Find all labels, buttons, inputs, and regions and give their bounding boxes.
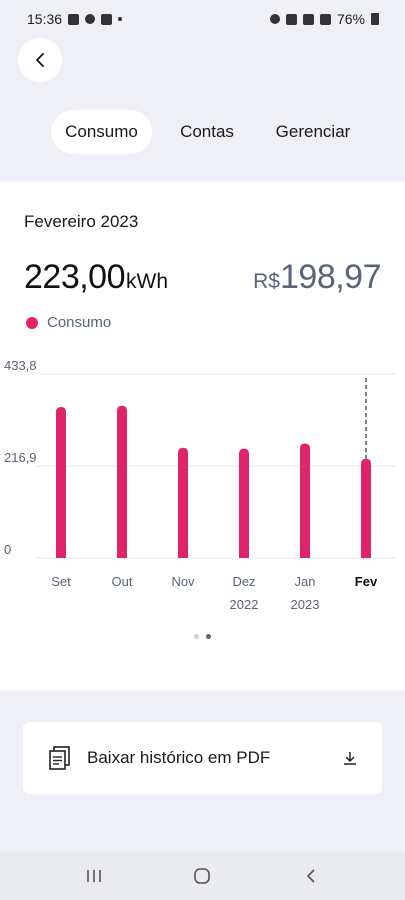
home-button[interactable] bbox=[177, 856, 227, 896]
bar-jan bbox=[300, 443, 310, 558]
battery-percent: 76% bbox=[336, 11, 365, 27]
x-tick-year: 2022 bbox=[230, 597, 259, 612]
legend-dot bbox=[26, 316, 38, 329]
status-left: 15:36 bbox=[27, 11, 123, 27]
x-tick-label: Fev bbox=[355, 574, 378, 589]
recent-apps-icon bbox=[87, 870, 101, 882]
x-tick-label: Jan bbox=[295, 574, 316, 589]
period-title: Fevereiro 2023 bbox=[24, 212, 139, 231]
bar-out bbox=[117, 405, 127, 558]
battery-icon bbox=[371, 13, 379, 25]
signal-icon bbox=[319, 13, 331, 25]
kwh-value: 223,00 bbox=[24, 258, 126, 296]
kwh-total: 223,00 kWh bbox=[24, 258, 168, 297]
x-tick-label: Out bbox=[112, 574, 133, 589]
download-pdf-label: Baixar histórico em PDF bbox=[87, 748, 271, 767]
tab-gerenciar[interactable]: Gerenciar bbox=[262, 110, 364, 154]
x-tick-label: Set bbox=[51, 574, 71, 589]
wifi-icon bbox=[302, 13, 314, 25]
x-tick-year: 2023 bbox=[291, 597, 320, 612]
more-notifications-icon bbox=[118, 17, 123, 21]
kwh-unit: kWh bbox=[126, 270, 168, 293]
documents-icon bbox=[49, 746, 70, 770]
tab-bar: Consumo Contas Gerenciar bbox=[0, 110, 405, 154]
chart-pager bbox=[0, 634, 405, 639]
pager-dot[interactable] bbox=[194, 634, 199, 639]
y-tick-label: 433,8 bbox=[4, 358, 37, 373]
gallery-notification-icon bbox=[68, 13, 80, 25]
download-pdf-button[interactable]: Baixar histórico em PDF bbox=[23, 722, 382, 794]
back-arrow-icon bbox=[306, 869, 315, 883]
x-tick-label: Dez bbox=[232, 574, 255, 589]
tab-contas[interactable]: Contas bbox=[168, 110, 246, 154]
status-bar: 15:36 76% bbox=[0, 0, 405, 38]
bar-fev bbox=[361, 458, 371, 558]
cost-total: R$ 198,97 bbox=[253, 258, 381, 297]
back-button[interactable] bbox=[18, 38, 62, 82]
consumption-chart: 433,8 216,9 0 Set Out Nov Dez 2022 Jan 2023 Fev bbox=[4, 358, 396, 612]
system-back-button[interactable] bbox=[286, 856, 336, 896]
message-notification-icon bbox=[101, 13, 113, 25]
bar-nov bbox=[178, 447, 188, 558]
download-icon bbox=[344, 752, 356, 765]
bluetooth-icon bbox=[285, 13, 297, 25]
system-nav-bar bbox=[0, 852, 405, 900]
x-tick-label: Nov bbox=[171, 574, 195, 589]
alarm-icon bbox=[269, 14, 280, 24]
consumption-card: Fevereiro 2023 223,00 kWh R$ 198,97 Cons… bbox=[0, 182, 405, 690]
home-icon bbox=[194, 868, 211, 884]
recent-apps-button[interactable] bbox=[69, 856, 119, 896]
y-tick-label: 0 bbox=[4, 542, 11, 557]
cost-currency: R$ bbox=[253, 270, 280, 293]
legend-label: Consumo bbox=[47, 314, 112, 331]
chevron-left-icon bbox=[36, 53, 44, 67]
status-time: 15:36 bbox=[27, 11, 63, 27]
y-tick-label: 216,9 bbox=[4, 450, 37, 465]
bar-set bbox=[56, 406, 66, 558]
app-notification-icon bbox=[85, 14, 96, 24]
bar-dez bbox=[239, 448, 249, 558]
pager-dot[interactable] bbox=[206, 634, 211, 639]
tab-consumo[interactable]: Consumo bbox=[51, 110, 152, 154]
status-right: 76% bbox=[269, 11, 379, 27]
cost-value: 198,97 bbox=[280, 258, 382, 296]
chart-legend: Consumo bbox=[26, 314, 111, 331]
